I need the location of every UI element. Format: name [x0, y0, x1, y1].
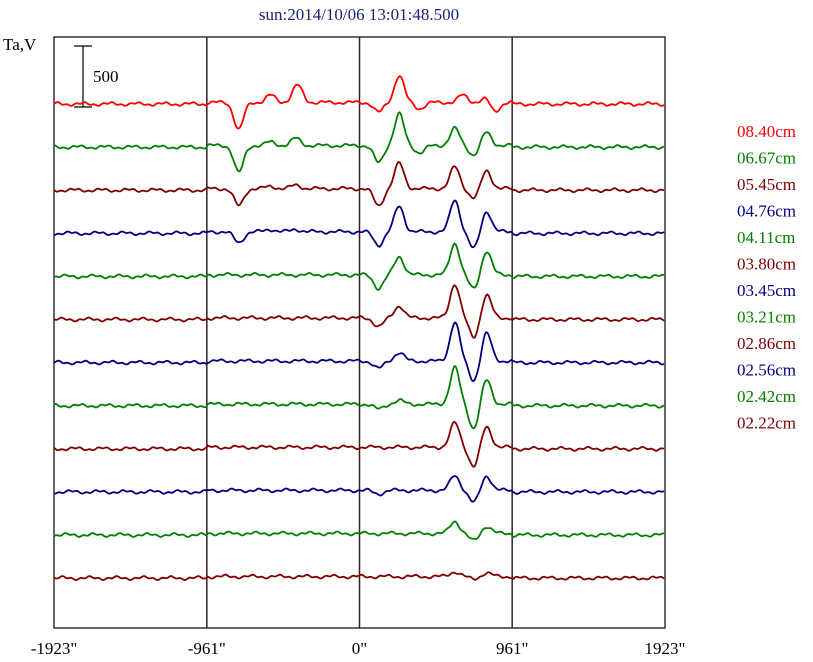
- scale-bar: 500: [74, 45, 119, 108]
- legend-entry-1: 06.67cm: [737, 149, 796, 168]
- legend: 08.40cm 06.67cm 05.45cm 04.76cm 04.11cm 03.80…: [737, 122, 796, 433]
- series-line-4: [53, 242, 665, 292]
- series-line-10: [53, 520, 665, 540]
- x-tick-labels: -1923" -961" 0" 961" 1923": [31, 639, 686, 658]
- legend-entry-10: 02.42cm: [737, 387, 796, 406]
- legend-entry-5: 03.80cm: [737, 255, 796, 274]
- legend-entry-3: 04.76cm: [737, 202, 796, 221]
- chart-title: sun:2014/10/06 13:01:48.500: [259, 5, 459, 24]
- series-line-0: [53, 75, 665, 130]
- legend-entry-8: 02.86cm: [737, 334, 796, 353]
- y-axis-label: Ta,V: [3, 35, 37, 54]
- legend-entry-4: 04.11cm: [737, 228, 795, 247]
- series-line-5: [53, 284, 665, 339]
- series-line-8: [53, 420, 665, 468]
- legend-entry-7: 03.21cm: [737, 308, 796, 327]
- series-line-6: [53, 321, 665, 383]
- series-line-3: [53, 199, 665, 249]
- x-tick-label-3: 961": [496, 639, 528, 658]
- series-lines: [53, 75, 665, 582]
- legend-entry-9: 02.56cm: [737, 361, 796, 380]
- series-line-11: [53, 571, 665, 582]
- legend-entry-2: 05.45cm: [737, 175, 796, 194]
- x-tick-label-1: -961": [188, 639, 226, 658]
- series-line-2: [53, 160, 665, 207]
- legend-entry-0: 08.40cm: [737, 122, 796, 141]
- legend-entry-6: 03.45cm: [737, 281, 796, 300]
- series-line-7: [53, 365, 665, 430]
- series-line-1: [53, 111, 665, 173]
- x-tick-label-4: 1923": [645, 639, 686, 658]
- x-tick-label-0: -1923": [31, 639, 78, 658]
- vertical-reference-lines: [206, 37, 513, 628]
- x-tick-label-2: 0": [352, 639, 367, 658]
- legend-entry-11: 02.22cm: [737, 414, 796, 433]
- scale-bar-label: 500: [93, 67, 119, 86]
- series-line-9: [53, 475, 665, 503]
